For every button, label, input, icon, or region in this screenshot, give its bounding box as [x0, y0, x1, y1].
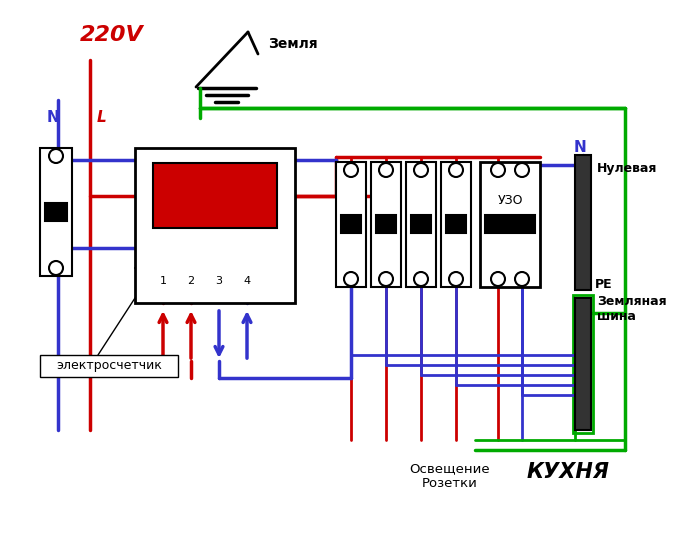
Bar [40, 148, 72, 276]
Text: 2: 2 [188, 276, 195, 286]
Bar [371, 162, 401, 287]
Text: электросчетчик: электросчетчик [56, 359, 162, 372]
Text: КУХНЯ: КУХНЯ [527, 462, 610, 482]
Circle shape [344, 272, 358, 286]
Circle shape [449, 163, 463, 177]
Bar [45, 203, 67, 221]
Bar [153, 163, 277, 228]
Circle shape [49, 261, 63, 275]
Text: 220V: 220V [80, 25, 144, 45]
Bar [446, 215, 466, 233]
Circle shape [414, 163, 428, 177]
Bar [135, 148, 295, 303]
Text: Земляная
шина: Земляная шина [597, 295, 667, 323]
Circle shape [515, 272, 529, 286]
Bar [406, 162, 436, 287]
Circle shape [491, 272, 505, 286]
Bar [341, 215, 361, 233]
Circle shape [449, 272, 463, 286]
Circle shape [379, 272, 393, 286]
Bar [575, 298, 591, 430]
Text: 3: 3 [215, 276, 222, 286]
Circle shape [344, 163, 358, 177]
Text: 4: 4 [243, 276, 251, 286]
Bar [485, 215, 535, 233]
Bar [575, 155, 591, 290]
Bar [411, 215, 431, 233]
Text: PE: PE [595, 279, 612, 292]
Text: Освещение
Розетки: Освещение Розетки [409, 462, 490, 490]
Bar [376, 215, 396, 233]
Text: Нулевая: Нулевая [597, 162, 657, 175]
Text: 1: 1 [159, 276, 167, 286]
Bar [480, 162, 540, 287]
Text: L: L [97, 110, 107, 125]
Text: Земля: Земля [268, 37, 318, 51]
Bar [40, 355, 178, 377]
Text: УЗО: УЗО [497, 194, 523, 207]
Bar [336, 162, 366, 287]
Bar [441, 162, 471, 287]
Bar [573, 295, 593, 433]
Circle shape [491, 163, 505, 177]
Circle shape [49, 149, 63, 163]
Circle shape [515, 163, 529, 177]
Text: N: N [573, 140, 587, 155]
Circle shape [379, 163, 393, 177]
Text: N: N [47, 110, 59, 125]
Circle shape [414, 272, 428, 286]
